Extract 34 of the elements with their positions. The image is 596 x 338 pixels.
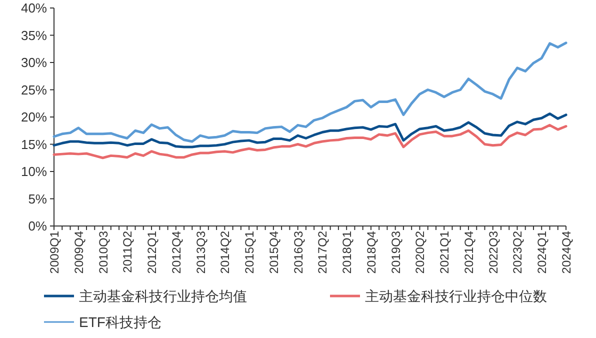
y-tick-label: 30% [20, 55, 48, 70]
x-tick-label: 2012Q1 [145, 230, 160, 274]
x-tick-label: 2024Q4 [560, 230, 574, 274]
y-tick-label: 35% [20, 28, 48, 43]
x-tick-label: 2013Q3 [194, 230, 208, 274]
x-tick-label: 2019Q3 [388, 230, 403, 274]
x-tick-label: 2014Q2 [218, 230, 232, 274]
x-tick-label: 2011Q2 [120, 230, 135, 273]
x-tick-label: 2018Q4 [364, 230, 378, 274]
x-tick-label: 2010Q3 [96, 230, 110, 274]
x-tick-label: 2023Q2 [510, 230, 525, 274]
y-tick-label: 25% [20, 82, 48, 98]
x-tick-label: 2022Q3 [486, 230, 500, 274]
x-tick-label: 2018Q1 [340, 230, 354, 274]
x-tick-label: 2021Q1 [438, 230, 452, 274]
x-tick-label: 2009Q1 [48, 230, 62, 274]
y-tick-label: 20% [20, 110, 48, 124]
x-tick-label: 2020Q2 [413, 230, 428, 274]
y-tick-label: 0% [28, 218, 48, 234]
y-tick-label: 10% [20, 164, 48, 179]
x-tick-label: 2016Q3 [291, 230, 306, 274]
x-tick-label: 2021Q4 [462, 230, 476, 274]
x-tick-label: 2015Q4 [266, 230, 281, 274]
x-tick-label: 2017Q2 [316, 230, 330, 274]
y-tick-label: 15% [20, 136, 48, 152]
x-tick-label: 2015Q1 [242, 230, 257, 274]
x-tick-label: 2012Q4 [169, 230, 184, 274]
y-tick-label: 40% [20, 0, 48, 16]
legend-label: ETF科技持仓 [79, 314, 162, 330]
y-tick-label: 5% [28, 191, 48, 206]
x-tick-label: 2009Q4 [72, 230, 86, 274]
legend-label: 主动基金科技行业持仓中位数 [365, 288, 547, 304]
x-tick-label: 2024Q1 [535, 230, 550, 274]
legend-label: 主动基金科技行业持仓均值 [79, 288, 247, 304]
